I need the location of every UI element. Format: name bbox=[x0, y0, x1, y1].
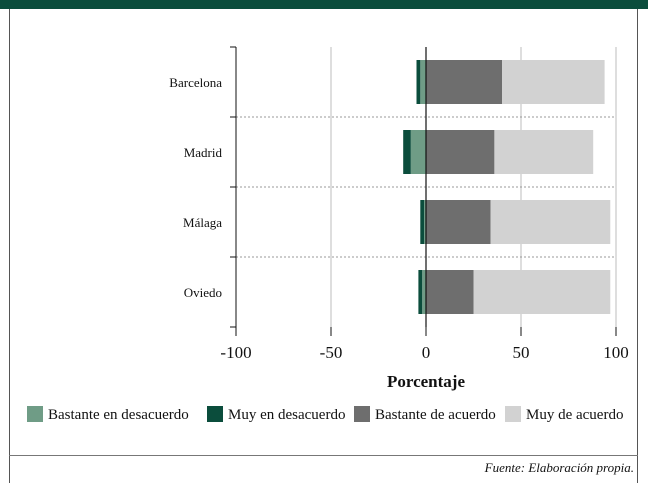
x-axis-title: Porcentaje bbox=[387, 372, 465, 391]
panel-border bbox=[9, 9, 638, 483]
category-label-madrid: Madrid bbox=[184, 145, 223, 160]
legend-swatch-bastante-de-acuerdo bbox=[354, 406, 370, 422]
x-tick-label-50: 50 bbox=[513, 343, 530, 362]
legend-label-bastante-en-desacuerdo: Bastante en desacuerdo bbox=[48, 407, 189, 423]
bar-barcelona-muy-en-desacuerdo bbox=[416, 60, 421, 104]
x-tick-label-0: 0 bbox=[422, 343, 431, 362]
top-band bbox=[0, 0, 648, 9]
legend-label-muy-de-acuerdo: Muy de acuerdo bbox=[526, 407, 623, 423]
bar-malaga-bastante-de-acuerdo bbox=[426, 200, 491, 244]
legend-label-bastante-de-acuerdo: Bastante de acuerdo bbox=[375, 407, 496, 423]
bar-barcelona-bastante-de-acuerdo bbox=[426, 60, 502, 104]
bar-oviedo-muy-en-desacuerdo bbox=[418, 270, 423, 314]
bar-madrid-bastante-en-desacuerdo bbox=[410, 130, 426, 174]
legend-swatch-muy-de-acuerdo bbox=[505, 406, 521, 422]
bar-malaga-muy-de-acuerdo bbox=[490, 200, 611, 244]
bar-oviedo-muy-de-acuerdo bbox=[473, 270, 611, 314]
bar-oviedo-bastante-en-desacuerdo bbox=[422, 270, 426, 314]
bar-malaga-bastante-en-desacuerdo bbox=[424, 200, 426, 244]
bar-madrid-muy-en-desacuerdo bbox=[403, 130, 411, 174]
bar-oviedo-bastante-de-acuerdo bbox=[426, 270, 474, 314]
bar-barcelona-bastante-en-desacuerdo bbox=[420, 60, 426, 104]
x-tick-label-50: -50 bbox=[320, 343, 343, 362]
x-tick-label-100: 100 bbox=[603, 343, 629, 362]
bar-madrid-bastante-de-acuerdo bbox=[426, 130, 495, 174]
category-label-barcelona: Barcelona bbox=[169, 75, 222, 90]
source-note: Fuente: Elaboración propia. bbox=[484, 460, 634, 475]
legend-swatch-muy-en-desacuerdo bbox=[207, 406, 223, 422]
footer-divider bbox=[9, 455, 638, 456]
category-label-oviedo: Oviedo bbox=[184, 285, 222, 300]
category-label-malaga: Málaga bbox=[183, 215, 222, 230]
legend-label-muy-en-desacuerdo: Muy en desacuerdo bbox=[228, 407, 345, 423]
x-tick-label-100: -100 bbox=[220, 343, 251, 362]
bar-madrid-muy-de-acuerdo bbox=[494, 130, 594, 174]
bar-barcelona-muy-de-acuerdo bbox=[502, 60, 605, 104]
legend-swatch-bastante-en-desacuerdo bbox=[27, 406, 43, 422]
diverging-bar-chart: Barcelona Madrid Málaga Oviedo -100 -50 0 50 100… bbox=[27, 46, 629, 423]
bar-malaga-muy-en-desacuerdo bbox=[420, 200, 425, 244]
